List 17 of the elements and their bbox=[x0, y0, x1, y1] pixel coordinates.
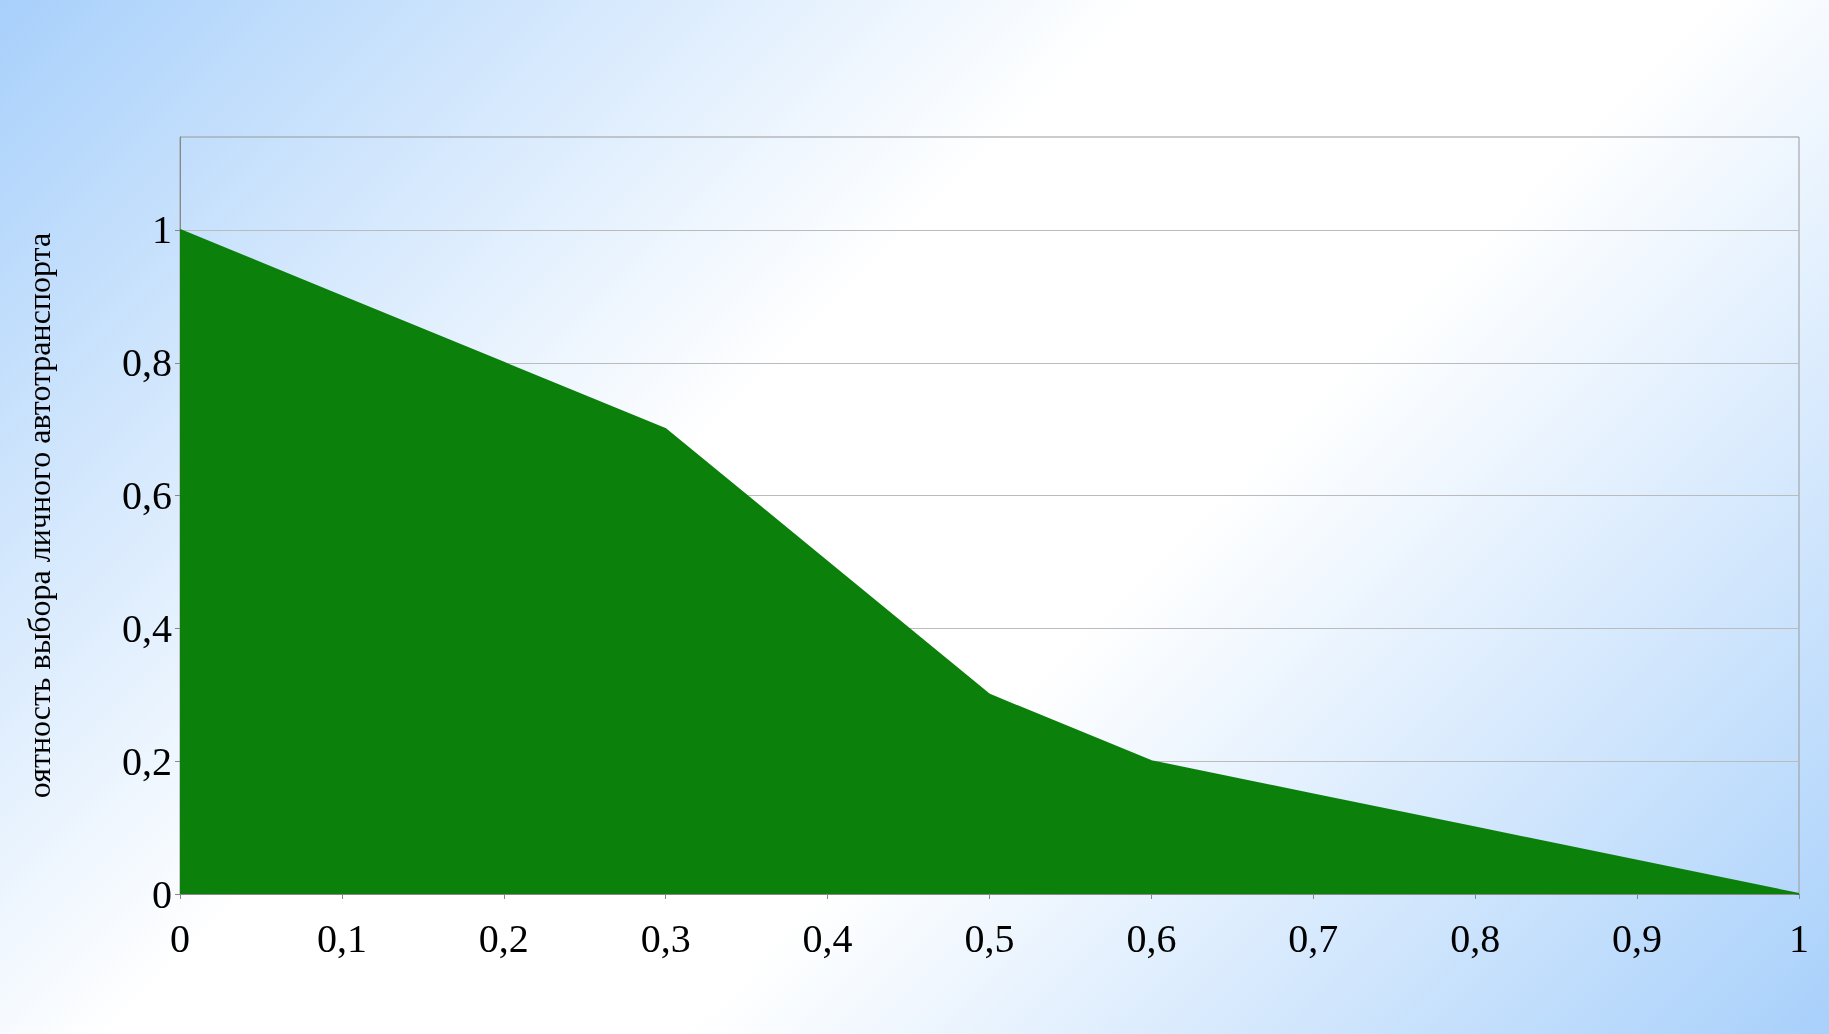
y-tick-label: 0,4 bbox=[122, 605, 172, 651]
y-axis-title: оятность выбора личного автотранспорта bbox=[21, 232, 57, 799]
x-tick-label: 0,8 bbox=[1450, 915, 1501, 961]
x-tick-label: 0,3 bbox=[640, 915, 691, 961]
y-tick-label: 0,6 bbox=[122, 473, 172, 519]
x-tick-label: 0,9 bbox=[1612, 915, 1663, 961]
x-tick-label: 0,1 bbox=[316, 915, 367, 961]
x-tick-label: 0,4 bbox=[802, 915, 853, 961]
x-tick-label: 0,7 bbox=[1288, 915, 1339, 961]
y-tick-label: 0,8 bbox=[122, 340, 172, 386]
y-tick-label: 0,2 bbox=[122, 738, 172, 784]
y-tick-label: 0 bbox=[152, 871, 172, 917]
x-tick-label: 1 bbox=[1789, 915, 1809, 961]
x-tick-label: 0,2 bbox=[478, 915, 529, 961]
x-tick-label: 0,5 bbox=[964, 915, 1015, 961]
y-tick-label: 1 bbox=[152, 207, 172, 253]
x-tick-label: 0,6 bbox=[1126, 915, 1177, 961]
